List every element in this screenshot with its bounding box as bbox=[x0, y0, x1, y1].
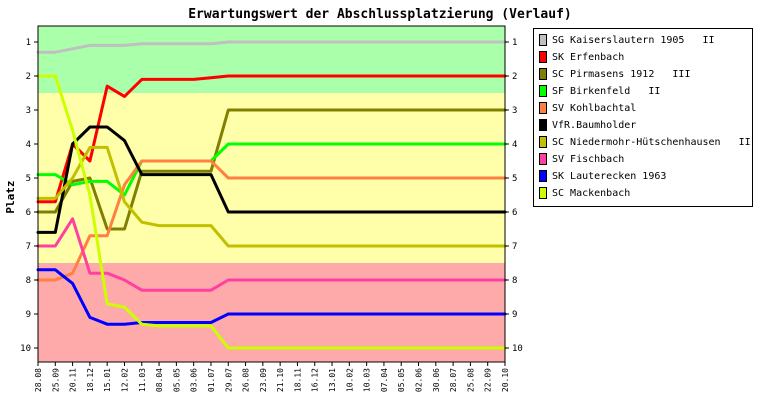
x-tick-label-4: 15.01 bbox=[103, 368, 112, 392]
y-tick-label-left-0: 1 bbox=[26, 38, 31, 48]
x-tick-label-11: 29.07 bbox=[224, 368, 233, 392]
legend-swatch-8 bbox=[539, 170, 547, 182]
y-tick-label-right-2: 3 bbox=[512, 106, 517, 116]
x-tick-label-7: 08.04 bbox=[155, 368, 164, 392]
y-tick-label-right-9: 10 bbox=[512, 344, 523, 354]
x-tick-label-21: 05.05 bbox=[397, 368, 406, 392]
x-tick-label-25: 25.08 bbox=[466, 368, 475, 392]
x-tick-label-15: 18.11 bbox=[293, 368, 302, 392]
x-tick-label-26: 22.09 bbox=[484, 368, 493, 392]
y-axis-label: Platz bbox=[4, 180, 17, 213]
legend-swatch-5 bbox=[539, 119, 547, 131]
legend-label-0: SG Kaiserslautern 1905 II bbox=[552, 35, 715, 46]
y-tick-label-right-8: 9 bbox=[512, 310, 517, 320]
legend-item-2: SC Pirmasens 1912 III bbox=[539, 66, 690, 82]
legend-label-3: SF Birkenfeld II bbox=[552, 86, 660, 97]
y-tick-label-left-2: 3 bbox=[26, 106, 31, 116]
x-tick-label-16: 16.12 bbox=[311, 368, 320, 392]
x-tick-label-10: 01.07 bbox=[207, 368, 216, 392]
band-0 bbox=[38, 26, 505, 93]
x-tick-label-3: 18.12 bbox=[86, 368, 95, 392]
legend-item-8: SK Lauterecken 1963 bbox=[539, 168, 666, 184]
y-tick-label-right-5: 6 bbox=[512, 208, 517, 218]
chart-title: Erwartungswert der Abschlussplatzierung … bbox=[188, 7, 572, 22]
x-tick-label-20: 07.04 bbox=[380, 368, 389, 392]
legend-label-7: SV Fischbach bbox=[552, 154, 624, 165]
legend-item-3: SF Birkenfeld II bbox=[539, 83, 660, 99]
x-tick-label-17: 13.01 bbox=[328, 368, 337, 392]
legend-item-5: VfR.Baumholder bbox=[539, 117, 636, 133]
legend-swatch-1 bbox=[539, 51, 547, 63]
legend-item-7: SV Fischbach bbox=[539, 151, 624, 167]
legend-label-5: VfR.Baumholder bbox=[552, 120, 636, 131]
legend-label-9: SC Mackenbach bbox=[552, 188, 630, 199]
x-tick-label-0: 28.08 bbox=[34, 368, 43, 392]
x-tick-label-19: 10.03 bbox=[363, 368, 372, 392]
y-tick-label-left-4: 5 bbox=[26, 174, 31, 184]
legend-swatch-0 bbox=[539, 34, 547, 46]
y-tick-label-right-1: 2 bbox=[512, 72, 517, 82]
x-tick-label-9: 03.06 bbox=[190, 368, 199, 392]
y-tick-label-left-9: 10 bbox=[20, 344, 31, 354]
x-tick-label-5: 12.02 bbox=[120, 368, 129, 392]
legend-item-6: SC Niedermohr-Hütschenhausen II bbox=[539, 134, 751, 150]
x-tick-label-24: 28.07 bbox=[449, 368, 458, 392]
legend-label-8: SK Lauterecken 1963 bbox=[552, 171, 666, 182]
y-tick-label-left-6: 7 bbox=[26, 242, 31, 252]
legend-item-9: SC Mackenbach bbox=[539, 185, 630, 201]
legend-swatch-9 bbox=[539, 187, 547, 199]
y-tick-label-right-3: 4 bbox=[512, 140, 517, 150]
legend-item-1: SK Erfenbach bbox=[539, 49, 624, 65]
x-tick-label-13: 23.09 bbox=[259, 368, 268, 392]
legend-swatch-2 bbox=[539, 68, 547, 80]
x-tick-label-27: 20.10 bbox=[501, 368, 510, 392]
y-tick-label-left-1: 2 bbox=[26, 72, 31, 82]
x-tick-label-12: 26.08 bbox=[242, 368, 251, 392]
y-tick-label-right-6: 7 bbox=[512, 242, 517, 252]
y-tick-label-right-0: 1 bbox=[512, 38, 517, 48]
x-tick-label-8: 05.05 bbox=[172, 368, 181, 392]
legend-item-0: SG Kaiserslautern 1905 II bbox=[539, 32, 715, 48]
x-tick-label-18: 10.02 bbox=[345, 368, 354, 392]
x-tick-label-2: 20.11 bbox=[69, 368, 78, 392]
legend-swatch-4 bbox=[539, 102, 547, 114]
x-tick-label-23: 30.06 bbox=[432, 368, 441, 392]
y-tick-label-left-3: 4 bbox=[26, 140, 31, 150]
legend-swatch-7 bbox=[539, 153, 547, 165]
y-tick-label-right-4: 5 bbox=[512, 174, 517, 184]
legend-item-4: SV Kohlbachtal bbox=[539, 100, 636, 116]
legend-label-4: SV Kohlbachtal bbox=[552, 103, 636, 114]
legend-swatch-3 bbox=[539, 85, 547, 97]
x-tick-label-14: 21.10 bbox=[276, 368, 285, 392]
x-tick-label-6: 11.03 bbox=[138, 368, 147, 392]
legend-label-6: SC Niedermohr-Hütschenhausen II bbox=[552, 137, 751, 148]
y-tick-label-left-7: 8 bbox=[26, 276, 31, 286]
y-tick-label-left-5: 6 bbox=[26, 208, 31, 218]
legend-label-1: SK Erfenbach bbox=[552, 52, 624, 63]
y-tick-label-right-7: 8 bbox=[512, 276, 517, 286]
legend-label-2: SC Pirmasens 1912 III bbox=[552, 69, 690, 80]
legend-swatch-6 bbox=[539, 136, 547, 148]
y-tick-label-left-8: 9 bbox=[26, 310, 31, 320]
x-tick-label-1: 25.09 bbox=[51, 368, 60, 392]
x-tick-label-22: 02.06 bbox=[415, 368, 424, 392]
chart-legend: SG Kaiserslautern 1905 II SK Erfenbach SC … bbox=[533, 28, 753, 207]
